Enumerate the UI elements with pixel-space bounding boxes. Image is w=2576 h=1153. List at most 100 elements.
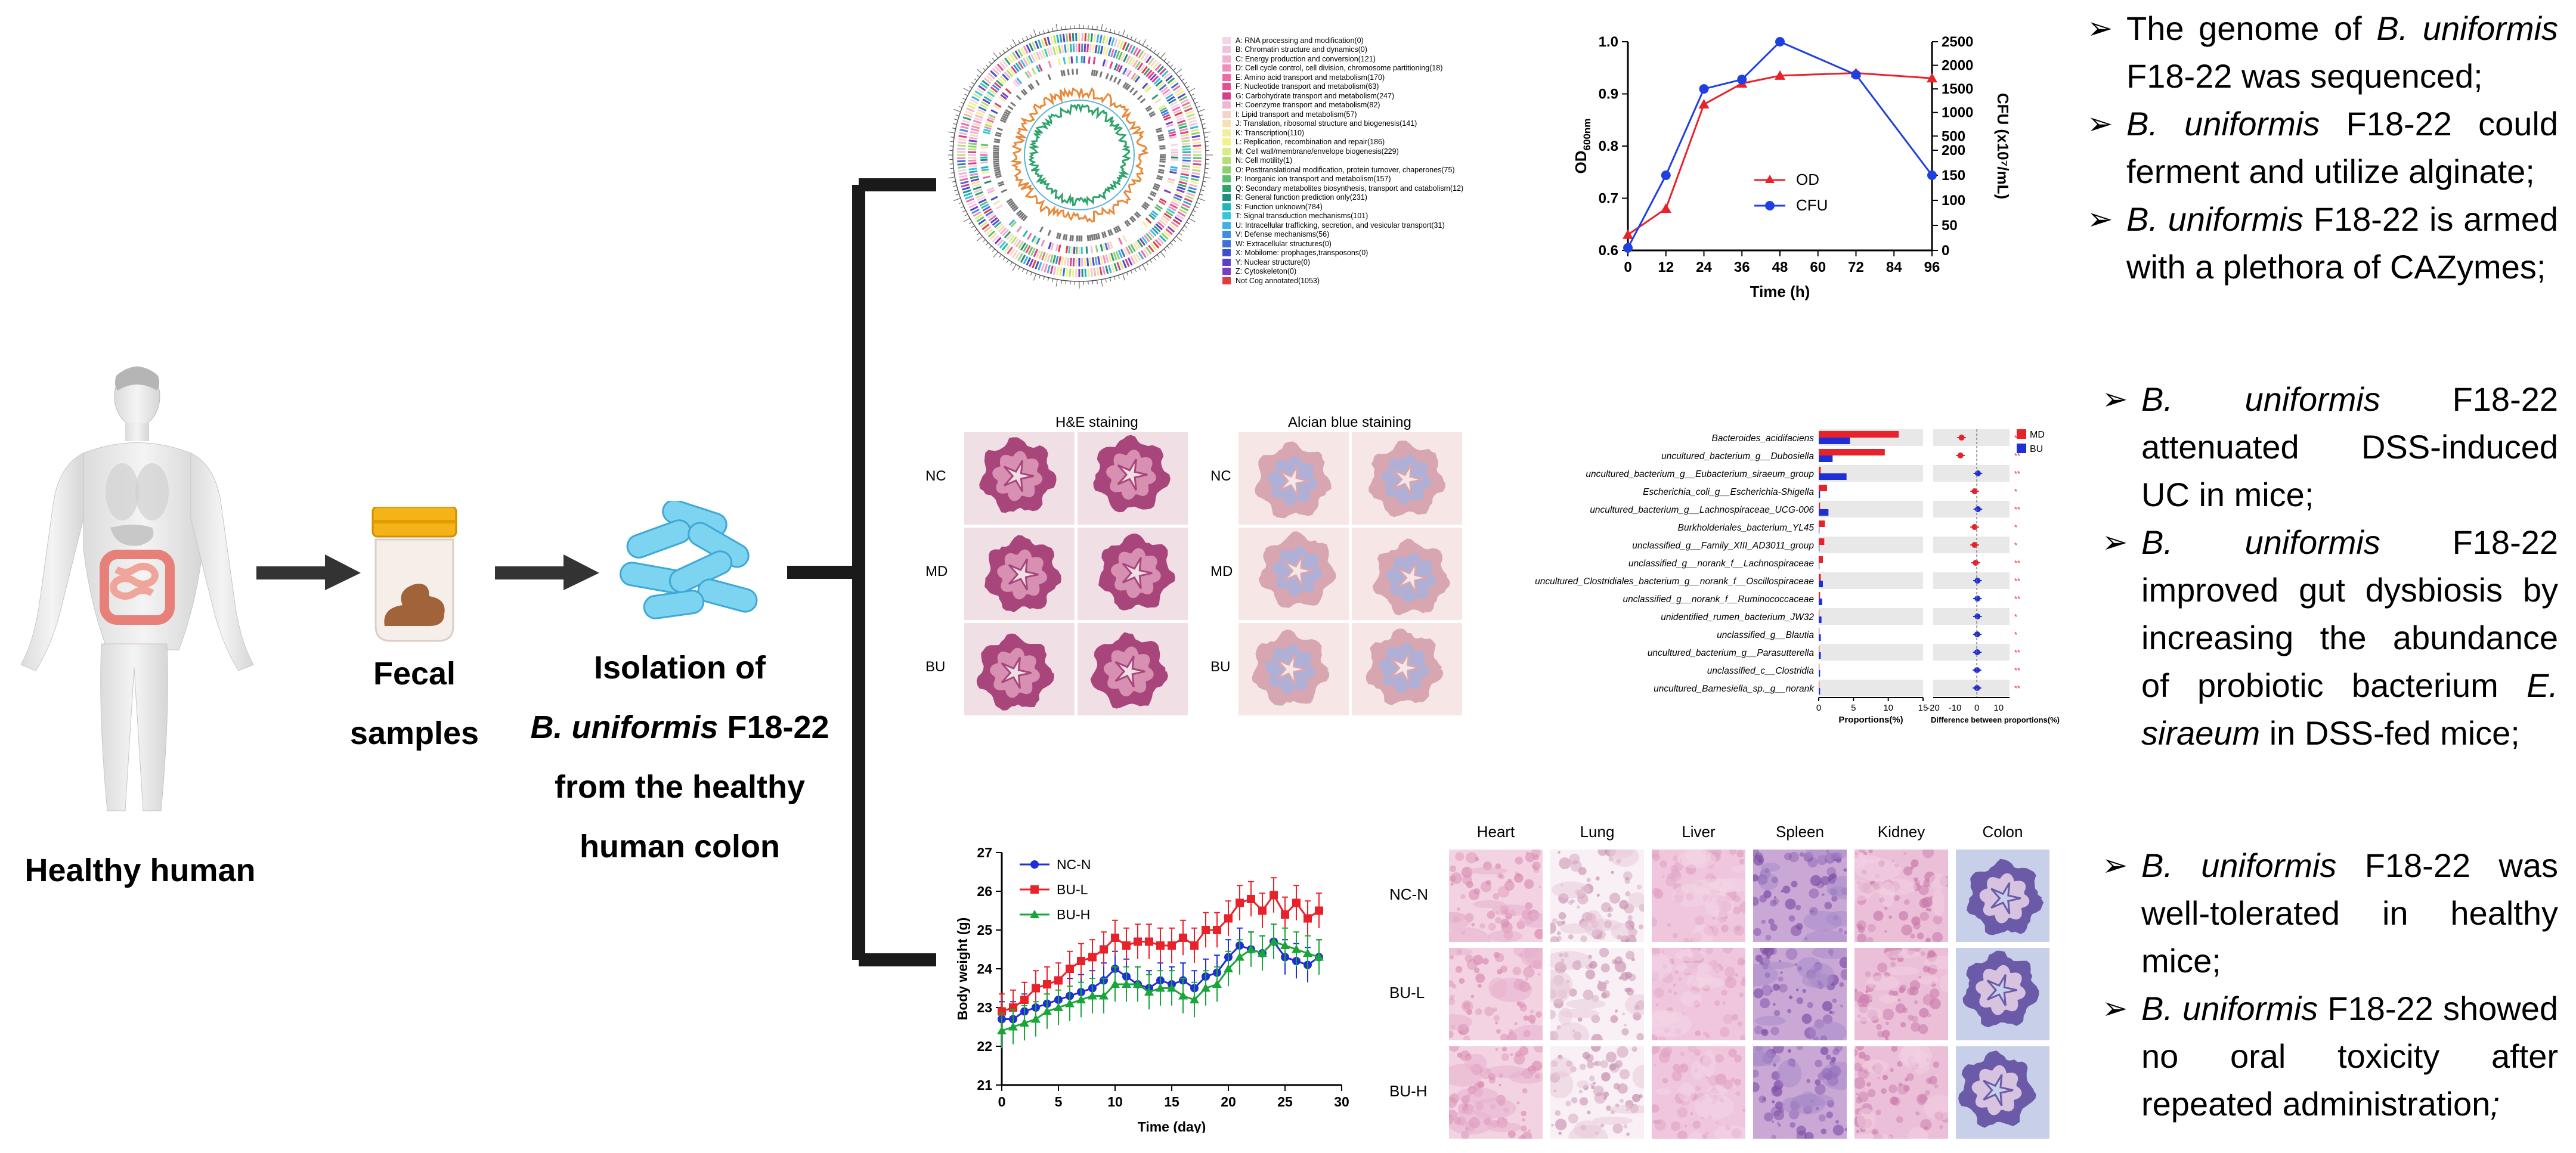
tissue-texture <box>1558 1132 1562 1135</box>
tissue-texture <box>1600 963 1610 973</box>
genome-feature-mark <box>1012 80 1019 88</box>
genome-feature-mark <box>1022 230 1029 237</box>
genome-feature-mark <box>1192 141 1202 144</box>
he-section-tile <box>1078 432 1188 525</box>
genome-feature-mark <box>981 166 989 169</box>
genome-feature-mark <box>1114 226 1120 233</box>
genome-feature-mark <box>1132 47 1139 55</box>
tissue-structure <box>1686 850 1707 866</box>
genome-feature-mark <box>1109 229 1113 235</box>
genome-feature-mark <box>1162 88 1171 95</box>
genome-feature-mark <box>984 180 992 184</box>
diff-point <box>1974 613 1981 619</box>
tissue-texture <box>1855 1097 1862 1104</box>
genome-tick <box>985 64 989 68</box>
finding-text-part: B. uniformis <box>2141 847 2337 884</box>
tissue-texture <box>1579 1097 1589 1106</box>
tissue-texture <box>1854 1049 1859 1056</box>
tissue-texture <box>1895 1003 1906 1013</box>
genome-feature-mark <box>1009 54 1016 62</box>
genome-feature-mark <box>993 166 1000 170</box>
tissue-texture <box>1789 1122 1795 1128</box>
tissue-texture <box>1558 851 1561 854</box>
tissue-structure <box>1566 999 1606 1009</box>
cog-legend-label: K: Transcription(110) <box>1236 128 1305 137</box>
organ-section-tile <box>1753 948 1847 1040</box>
genome-feature-mark <box>976 216 984 222</box>
tissue-texture <box>1495 1047 1498 1051</box>
genome-feature-mark <box>1107 230 1111 236</box>
tissue-texture <box>1706 1034 1710 1039</box>
genome-feature-mark <box>962 119 971 124</box>
cog-legend-label: O: Posttranslational modification, prote… <box>1236 165 1455 174</box>
genome-feature-mark <box>993 147 999 150</box>
genome-feature-mark <box>1035 261 1039 269</box>
genome-feature-mark <box>1154 238 1162 247</box>
finding-text: B. uniformis F18-22 attenuated DSS-induc… <box>2141 376 2558 519</box>
tissue-texture <box>1782 885 1791 894</box>
cog-legend-item: N: Cell motility(1) <box>1222 156 1532 166</box>
genome-feature-mark <box>1052 255 1057 264</box>
genome-feature-mark <box>1163 116 1171 121</box>
bu-h-point <box>1190 995 1199 1003</box>
genome-tick <box>1203 181 1207 182</box>
genome-feature-mark <box>1145 69 1153 78</box>
genome-feature-mark <box>1004 244 1011 253</box>
x-tick-label: 10 <box>1107 1094 1123 1109</box>
finding-text-part: B. uniformis <box>2376 10 2558 47</box>
genome-tick <box>1134 38 1137 42</box>
cog-legend-swatch <box>1222 157 1231 165</box>
genome-feature-mark <box>983 96 992 102</box>
tissue-structure <box>1550 1071 1574 1099</box>
tissue-texture <box>1788 915 1795 922</box>
genome-feature-mark <box>1139 238 1146 246</box>
tissue-texture <box>1910 934 1915 939</box>
tissue-texture <box>1654 1120 1659 1124</box>
tissue-structure <box>1820 1062 1847 1090</box>
tissue-texture <box>1903 866 1913 876</box>
genome-feature-mark <box>1132 255 1139 263</box>
cog-legend-label: N: Cell motility(1) <box>1236 156 1293 165</box>
genome-feature-mark <box>1105 47 1109 56</box>
bu-l-point <box>1213 926 1221 934</box>
genome-feature-mark <box>1002 92 1009 98</box>
category-label: uncultured_bacterium_g__Lachnospiraceae_… <box>1590 505 1814 515</box>
genome-feature-mark <box>1092 57 1096 65</box>
genome-feature-mark <box>1113 49 1117 58</box>
genome-feature-mark <box>1161 70 1169 78</box>
diff-tick-label: 10 <box>1993 703 2004 713</box>
genome-feature-mark <box>1116 262 1121 271</box>
tissue-texture <box>1516 1001 1521 1006</box>
genome-feature-mark <box>1181 142 1191 145</box>
genome-feature-mark <box>1175 191 1184 196</box>
organ-section-tile <box>1956 1046 2049 1139</box>
tissue-texture <box>1580 935 1587 942</box>
tissue-texture <box>1876 1024 1883 1030</box>
genome-feature-mark <box>1153 225 1161 233</box>
tissue-texture <box>1498 1084 1501 1087</box>
genome-feature-mark <box>1095 245 1098 253</box>
bar-md <box>1819 449 1885 455</box>
tissue-texture <box>1705 1131 1710 1136</box>
colon-lumen <box>1114 655 1145 688</box>
od-data-point <box>1623 229 1633 239</box>
genome-feature-mark <box>1148 57 1154 66</box>
genome-tick <box>976 75 980 78</box>
cog-legend: A: RNA processing and modification(0) B: … <box>1222 36 1532 286</box>
y2-tick-label: 1000 <box>1942 105 1973 121</box>
genome-feature-mark <box>1029 83 1035 89</box>
tissue-texture <box>1518 1001 1525 1008</box>
tissue-texture <box>1626 1132 1630 1136</box>
genome-feature-mark <box>983 226 992 233</box>
colon-lumen <box>1283 554 1314 587</box>
diff-tick-label: -20 <box>1927 703 1940 713</box>
genome-feature-mark <box>980 82 988 89</box>
colon-lumen <box>1990 882 2021 915</box>
tissue-texture <box>1930 998 1941 1009</box>
tissue-texture <box>1516 1101 1520 1105</box>
tissue-texture <box>1599 948 1609 957</box>
genome-feature-mark <box>968 142 977 145</box>
tissue-texture <box>1600 902 1612 913</box>
cog-legend-item: D: Cell cycle control, cell division, ch… <box>1222 64 1532 73</box>
genome-feature-mark <box>1096 267 1100 276</box>
